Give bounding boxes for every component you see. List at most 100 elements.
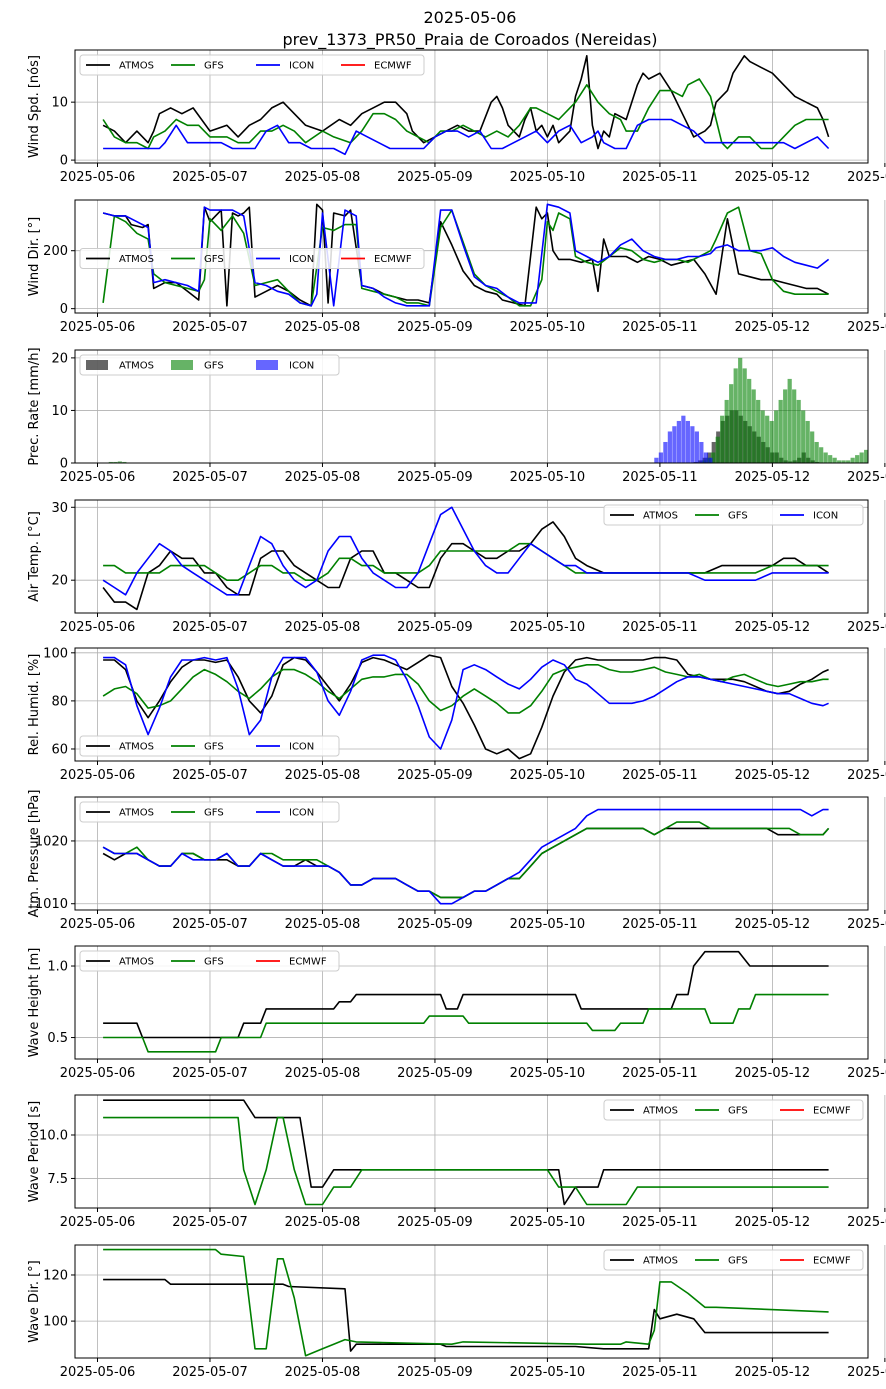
plot-area	[102, 506, 830, 611]
x-tick-label: 2025-05-07	[172, 320, 248, 335]
bar-icon	[658, 452, 663, 463]
y-tick-label: 100	[43, 646, 68, 661]
series-line-gfs	[103, 993, 829, 1053]
legend-label-icon: ICON	[813, 511, 838, 522]
y-tick-label: 1020	[35, 834, 68, 849]
legend: ATMOS GFS ECMWF	[603, 1099, 864, 1121]
legend: ATMOS GFS ICON	[79, 801, 340, 823]
bar-gfs	[122, 461, 127, 463]
x-tick-label: 2025-05-13	[847, 320, 886, 335]
x-tick-label: 2025-05-10	[510, 1365, 586, 1380]
panel-7: 2025-05-06 2025-05-07 2025-05-08 2025-05-09…	[27, 945, 886, 1081]
x-tick-label: 2025-05-13	[847, 470, 886, 485]
x-tick-label: 2025-05-12	[735, 1066, 811, 1081]
bar-gfs	[715, 436, 720, 463]
legend-label-atmos: ATMOS	[119, 742, 154, 753]
x-tick-label: 2025-05-12	[735, 1215, 811, 1230]
axes-frame	[74, 49, 869, 164]
y-axis-label: Rel. Humid. [%]	[27, 654, 42, 756]
series-line-gfs	[103, 542, 829, 581]
bar-gfs	[720, 415, 725, 463]
bar-gfs	[819, 447, 824, 463]
y-axis-label: Wave Height [m]	[27, 948, 42, 1058]
bar-gfs	[859, 452, 864, 463]
chart-panels: 2025-05-06 2025-05-07 2025-05-08 2025-05-09…	[27, 49, 886, 1380]
y-tick-label: 0.5	[47, 1031, 68, 1046]
legend: ATMOS GFS ICON ECMWF	[79, 248, 425, 269]
y-axis-label: Wave Dir. [°]	[27, 1260, 42, 1343]
legend-label-atmos: ATMOS	[119, 957, 154, 968]
axes-frame	[74, 1094, 869, 1209]
bar-icon	[708, 457, 713, 463]
bar-gfs	[117, 461, 122, 463]
bar-gfs	[801, 410, 806, 463]
legend-label-icon: ICON	[289, 742, 314, 753]
x-tick-label: 2025-05-09	[397, 1066, 473, 1081]
legend-box	[79, 54, 425, 76]
legend-label-icon: ICON	[289, 254, 314, 265]
x-tick-label: 2025-05-08	[285, 768, 361, 783]
x-tick-label: 2025-05-09	[397, 620, 473, 635]
x-tick-label: 2025-05-12	[735, 1365, 811, 1380]
x-tick-label: 2025-05-11	[622, 768, 698, 783]
legend-label-gfs: GFS	[204, 361, 224, 372]
bar-icon	[681, 415, 686, 463]
bar-gfs	[846, 460, 851, 463]
x-tick-label: 2025-05-10	[510, 620, 586, 635]
series-line-atmos	[103, 1099, 829, 1206]
y-tick-label: 60	[51, 742, 68, 757]
x-tick-label: 2025-05-07	[172, 1066, 248, 1081]
legend-label-ecmwf: ECMWF	[289, 957, 327, 968]
x-tick-label: 2025-05-07	[172, 917, 248, 932]
x-tick-label: 2025-05-11	[622, 1066, 698, 1081]
y-tick-label: 0	[60, 302, 68, 317]
plot-area	[102, 203, 830, 307]
series-line-icon	[103, 118, 830, 156]
x-tick-label: 2025-05-13	[847, 1066, 886, 1081]
legend-label-atmos: ATMOS	[119, 808, 154, 819]
bar-gfs	[738, 357, 743, 463]
x-tick-label: 2025-05-06	[60, 1365, 136, 1380]
axes-frame	[74, 796, 869, 911]
bar-gfs	[828, 455, 833, 463]
x-tick-label: 2025-05-08	[285, 620, 361, 635]
bar-icon	[703, 452, 708, 463]
axes-frame	[74, 349, 869, 464]
legend-box	[79, 950, 340, 972]
legend-label-gfs: GFS	[728, 511, 748, 522]
y-tick-label: 30	[51, 501, 68, 516]
y-axis-label: Wave Period [s]	[27, 1101, 42, 1202]
bar-gfs	[751, 389, 756, 463]
legend-label-gfs: GFS	[204, 254, 224, 265]
x-tick-label: 2025-05-10	[510, 1215, 586, 1230]
figure-title: 2025-05-06	[424, 8, 517, 27]
y-axis-label: Air Temp. [°C]	[27, 511, 42, 602]
bar-gfs	[837, 460, 842, 463]
x-tick-label: 2025-05-10	[510, 768, 586, 783]
bar-icon	[690, 426, 695, 463]
x-tick-label: 2025-05-10	[510, 917, 586, 932]
bar-icon	[654, 457, 659, 463]
x-tick-label: 2025-05-12	[735, 320, 811, 335]
legend: ATMOS GFS ECMWF	[79, 950, 340, 972]
bar-gfs	[787, 378, 792, 463]
plot-area	[103, 1248, 829, 1357]
bar-gfs	[796, 399, 801, 463]
x-tick-label: 2025-05-13	[847, 1365, 886, 1380]
bar-gfs	[832, 457, 837, 463]
bar-gfs	[733, 368, 738, 463]
bar-icon	[694, 431, 699, 463]
x-tick-label: 2025-05-13	[847, 1215, 886, 1230]
bar-gfs	[724, 399, 729, 463]
x-tick-label: 2025-05-10	[510, 320, 586, 335]
x-tick-label: 2025-05-11	[622, 170, 698, 185]
legend-label-icon: ICON	[289, 361, 314, 372]
series-line-icon	[102, 203, 830, 307]
x-tick-label: 2025-05-11	[622, 1365, 698, 1380]
bar-icon	[672, 426, 677, 463]
x-tick-label: 2025-05-06	[60, 320, 136, 335]
series-line-gfs	[102, 78, 829, 150]
y-tick-label: 10	[51, 404, 68, 419]
bar-icon	[667, 431, 672, 463]
